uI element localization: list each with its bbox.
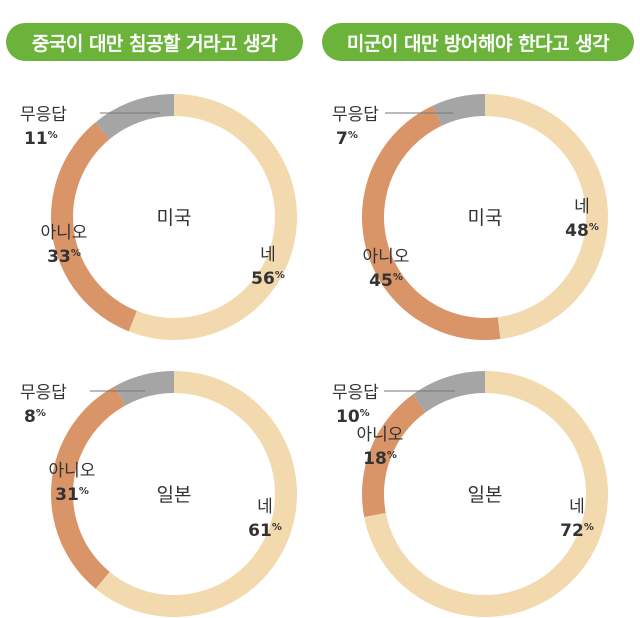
donut-3-center-label: 일본 (468, 484, 503, 506)
donut-3-slice-no (362, 394, 426, 518)
donut-0-label-no: 아니오 (41, 223, 88, 243)
donut-3-label-no: 아니오 (357, 425, 404, 445)
donut-0-label-na: 무응답 (20, 105, 67, 125)
donut-2-label-na: 무응답 (20, 383, 67, 403)
donut-2-label-yes: 네 (257, 497, 273, 517)
donut-1-center-label: 미국 (468, 207, 503, 229)
donut-3-value-na: 10% (336, 407, 370, 427)
donut-2-slice-yes (95, 371, 297, 618)
donut-1-label-yes: 네 (574, 197, 590, 217)
donut-1-value-na: 7% (336, 129, 358, 149)
donut-2-slice-no (50, 386, 126, 589)
donut-3-label-yes: 네 (569, 497, 585, 517)
donut-0-value-na: 11% (24, 129, 58, 149)
donut-1-slice-na (432, 94, 485, 126)
donut-0-slice-yes (128, 94, 297, 340)
donut-2-center-label: 일본 (157, 484, 192, 506)
donut-0-value-yes: 56% (251, 269, 285, 289)
donut-3-value-no: 18% (363, 449, 397, 469)
donut-1-label-na: 무응답 (332, 105, 379, 125)
donut-2-value-na: 8% (24, 407, 46, 427)
donut-3-slice-na (412, 371, 485, 413)
donut-0-slice-na (95, 94, 174, 140)
donut-1-slice-no (361, 105, 501, 341)
donut-1-slice-yes (485, 94, 609, 340)
donut-2-label-no: 아니오 (49, 461, 96, 481)
donut-0-slice-no (50, 122, 137, 332)
donut-0-label-yes: 네 (260, 245, 276, 265)
donut-1-label-no: 아니오 (363, 247, 410, 267)
donut-3-label-na: 무응답 (332, 383, 379, 403)
donut-2-value-no: 31% (55, 485, 89, 505)
header-right: 미군이 대만 방어해야 한다고 생각 (322, 23, 634, 61)
donut-0-center-label: 미국 (157, 207, 192, 229)
donut-2-slice-na (114, 371, 174, 406)
header-left: 중국이 대만 침공할 거라고 생각 (6, 23, 303, 61)
